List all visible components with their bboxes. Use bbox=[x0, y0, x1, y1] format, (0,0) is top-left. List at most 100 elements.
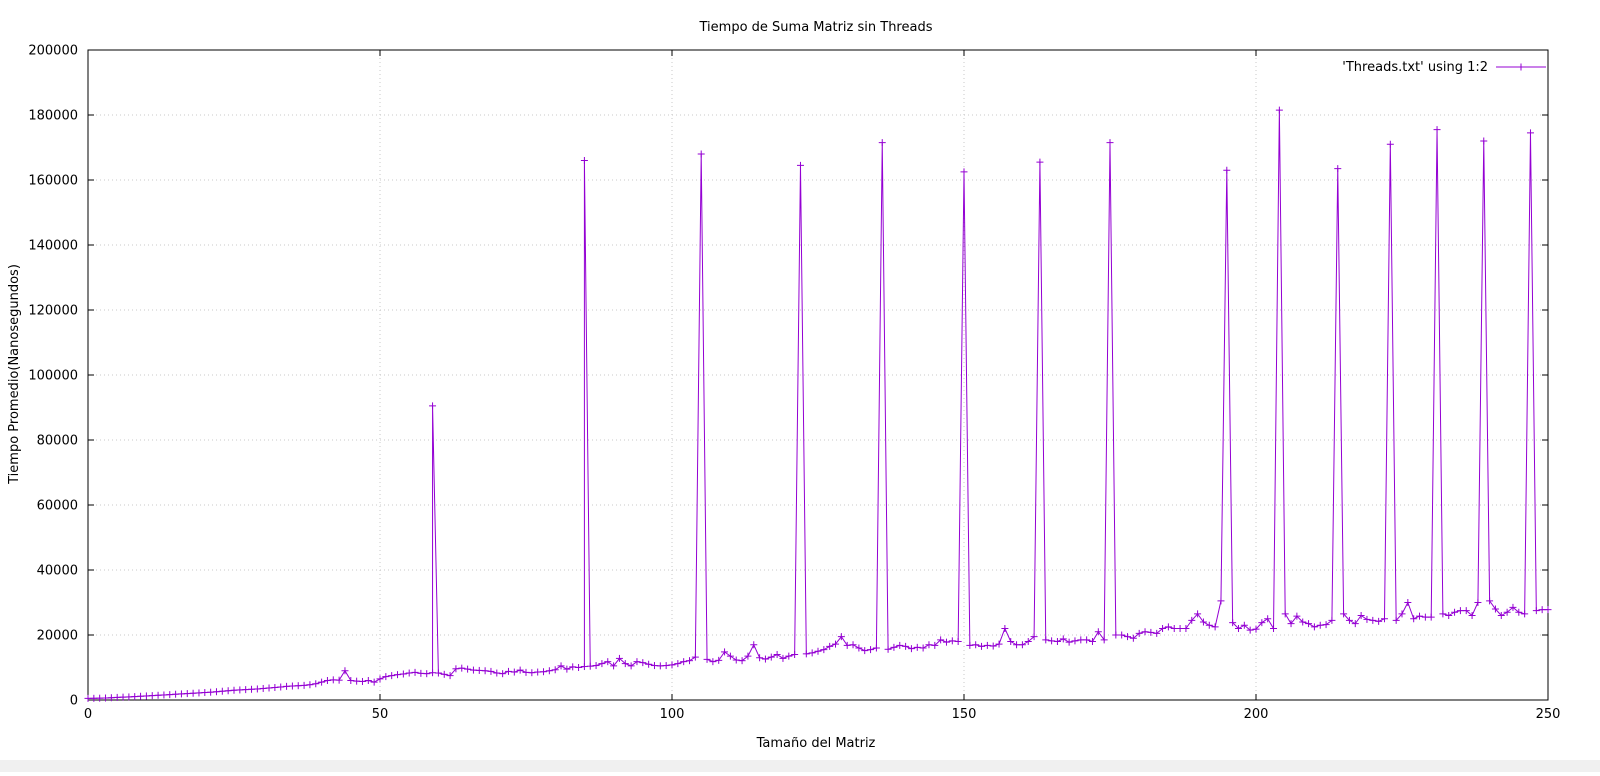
labels: Tiempo de Suma Matriz sin Threads Tamaño… bbox=[7, 20, 933, 751]
data-point bbox=[528, 669, 536, 677]
data-point bbox=[814, 647, 822, 655]
data-point bbox=[721, 648, 729, 656]
data-point bbox=[820, 646, 828, 654]
data-point bbox=[417, 669, 425, 677]
data-point bbox=[697, 150, 705, 158]
data-point bbox=[878, 139, 886, 147]
data-point bbox=[662, 662, 670, 670]
data-point bbox=[1258, 619, 1266, 627]
data-point bbox=[744, 652, 752, 660]
data-point bbox=[1427, 613, 1435, 621]
data-point bbox=[440, 670, 448, 678]
data-point bbox=[329, 676, 337, 684]
data-point bbox=[1526, 129, 1534, 137]
data-point bbox=[1164, 623, 1172, 631]
data-point bbox=[347, 677, 355, 684]
data-point bbox=[125, 693, 133, 701]
data-point bbox=[177, 690, 185, 698]
x-tick-label: 100 bbox=[660, 707, 685, 722]
data-point bbox=[761, 655, 769, 663]
data-point bbox=[113, 693, 121, 701]
data-point bbox=[212, 688, 220, 696]
data-point bbox=[633, 658, 641, 666]
data-point bbox=[849, 641, 857, 649]
data-point bbox=[796, 161, 804, 169]
data-point bbox=[1141, 628, 1149, 636]
legend-marker bbox=[1517, 63, 1525, 71]
data-point bbox=[726, 652, 734, 660]
data-point bbox=[580, 663, 588, 671]
x-tick-label: 200 bbox=[1244, 707, 1269, 722]
y-axis-title: Tiempo Promedio(Nanosegundos) bbox=[7, 264, 22, 485]
data-point bbox=[832, 640, 840, 648]
data-point bbox=[335, 676, 343, 684]
data-point bbox=[615, 654, 623, 662]
data-point bbox=[446, 672, 454, 680]
data-point bbox=[902, 642, 910, 650]
data-point bbox=[1083, 636, 1091, 644]
data-point bbox=[756, 654, 764, 662]
data-point bbox=[271, 683, 279, 691]
data-point bbox=[890, 643, 898, 651]
data-point bbox=[1205, 621, 1213, 629]
data-point bbox=[306, 681, 314, 689]
data-point bbox=[1392, 616, 1400, 624]
series-0 bbox=[84, 106, 1552, 702]
legend-label: 'Threads.txt' using 1:2 bbox=[1342, 60, 1488, 75]
data-point bbox=[1229, 619, 1237, 627]
data-point bbox=[423, 670, 431, 678]
data-point bbox=[1515, 608, 1523, 616]
data-point bbox=[551, 666, 559, 674]
y-tick-label: 80000 bbox=[37, 434, 78, 449]
data-point bbox=[469, 666, 477, 674]
data-point bbox=[808, 649, 816, 657]
data-point bbox=[1246, 626, 1254, 634]
data-point bbox=[1334, 165, 1342, 173]
data-point bbox=[1223, 166, 1231, 174]
data-point bbox=[1439, 610, 1447, 618]
data-point bbox=[434, 669, 442, 677]
data-point bbox=[983, 641, 991, 649]
data-point bbox=[376, 675, 384, 683]
data-point bbox=[861, 647, 869, 655]
data-point bbox=[913, 643, 921, 651]
data-point bbox=[1153, 629, 1161, 637]
data-point bbox=[645, 660, 653, 668]
data-point bbox=[265, 684, 273, 692]
data-point bbox=[1199, 618, 1207, 626]
data-point bbox=[370, 678, 378, 686]
data-point bbox=[580, 157, 588, 164]
data-point bbox=[1287, 620, 1295, 628]
data-point bbox=[1503, 608, 1511, 616]
data-point bbox=[1135, 629, 1143, 637]
data-point bbox=[107, 694, 115, 702]
data-point bbox=[1357, 612, 1365, 619]
data-point bbox=[767, 653, 775, 661]
data-point bbox=[978, 642, 986, 650]
data-point bbox=[510, 668, 518, 676]
data-point bbox=[1340, 610, 1348, 618]
series-line bbox=[87, 110, 1548, 699]
data-point bbox=[1042, 636, 1050, 644]
window-bottom-strip bbox=[0, 760, 1600, 772]
data-point bbox=[1240, 621, 1248, 629]
data-point bbox=[1194, 610, 1202, 618]
data-point bbox=[183, 690, 191, 698]
data-point bbox=[172, 690, 180, 698]
data-point bbox=[1345, 616, 1353, 624]
data-point bbox=[1182, 625, 1190, 632]
data-point bbox=[405, 669, 413, 677]
grid bbox=[88, 50, 1548, 700]
data-point bbox=[1024, 638, 1032, 645]
data-point bbox=[680, 658, 688, 666]
data-point bbox=[867, 646, 875, 654]
y-tick-label: 140000 bbox=[28, 239, 78, 254]
data-point bbox=[545, 667, 553, 675]
data-point bbox=[493, 669, 501, 677]
data-point bbox=[563, 665, 571, 673]
y-tick-label: 100000 bbox=[28, 369, 78, 384]
data-point bbox=[937, 636, 945, 644]
data-point bbox=[1410, 615, 1418, 623]
data-point bbox=[154, 691, 162, 699]
